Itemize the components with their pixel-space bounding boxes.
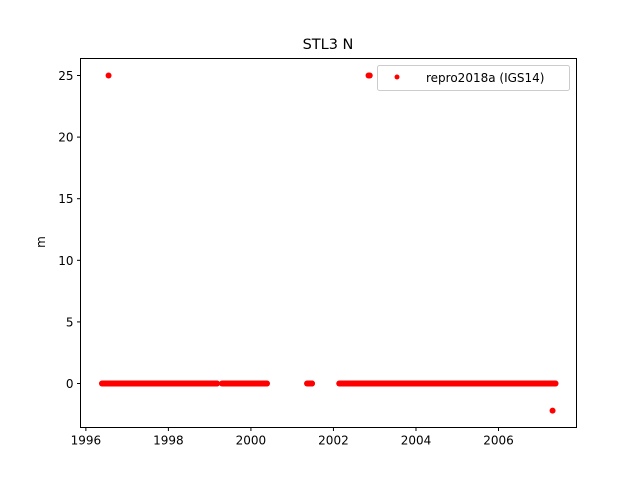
data-point [264,380,271,387]
legend: repro2018a (IGS14) [377,65,570,91]
legend-box [377,65,570,91]
data-point [549,407,556,414]
x-tick-label: 2004 [401,434,432,448]
y-tick-label: 0 [66,377,74,391]
data-point [105,72,112,79]
data-point [308,380,315,387]
axes-frame [80,58,577,428]
x-tick-label: 2000 [236,434,267,448]
legend-entry: repro2018a (IGS14) [426,71,544,85]
data-point [552,380,559,387]
data-point [214,380,221,387]
data-point [366,72,373,79]
x-tick-label: 2002 [318,434,349,448]
y-tick-label: 5 [66,315,74,329]
y-axis-label: m [34,236,48,248]
x-tick-label: 1998 [153,434,184,448]
y-tick-label: 25 [58,69,73,83]
axis-ticks: 1996 1998 2000 2002 2004 2006 0 5 10 15 20 25 [58,69,514,447]
x-tick-label: 1996 [71,434,102,448]
y-tick-label: 20 [58,131,73,145]
chart-title: STL3 N [303,37,354,53]
y-tick-label: 15 [58,192,73,206]
legend-marker [394,74,400,80]
data-points [98,72,559,414]
y-tick-label: 10 [58,254,73,268]
x-tick-label: 2006 [483,434,514,448]
